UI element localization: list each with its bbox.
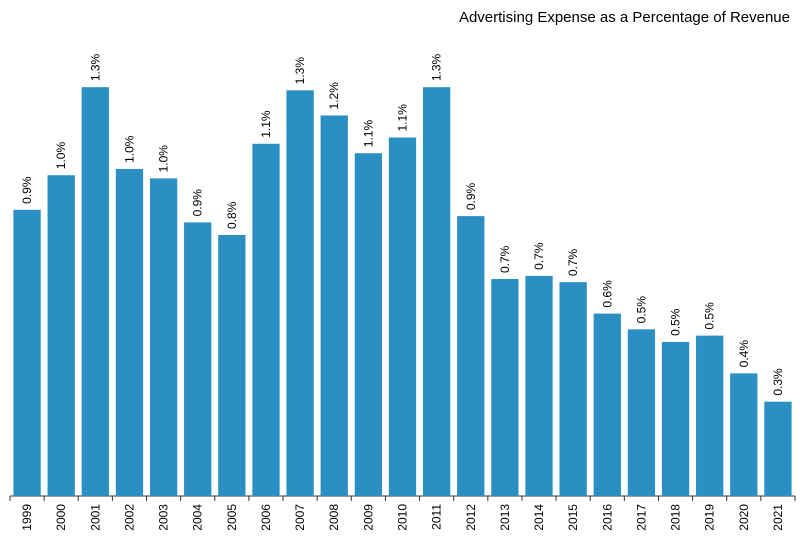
bar <box>457 216 485 496</box>
bar <box>696 335 724 496</box>
bar <box>47 175 75 496</box>
chart-title: Advertising Expense as a Percentage of R… <box>459 9 790 26</box>
bar <box>184 222 212 496</box>
bar <box>115 168 144 496</box>
value-label: 1.3% <box>430 53 444 81</box>
value-label: 0.7% <box>498 245 512 273</box>
bar <box>491 279 519 496</box>
x-tick-label: 2016 <box>600 504 614 531</box>
x-tick-label: 2020 <box>737 504 751 531</box>
bar <box>661 341 690 496</box>
x-tick-label: 2011 <box>430 504 444 530</box>
bar <box>320 115 348 496</box>
value-label: 1.1% <box>396 104 410 132</box>
value-label: 1.3% <box>88 53 102 81</box>
bar <box>525 275 553 496</box>
x-tick-label: 2009 <box>361 504 375 531</box>
value-label: 1.0% <box>157 145 171 173</box>
bar <box>218 234 246 496</box>
x-tick-label: 2018 <box>669 504 683 531</box>
x-tick-label: 2010 <box>396 504 410 531</box>
x-tick-label: 2017 <box>634 504 648 531</box>
value-label: 1.3% <box>293 57 307 85</box>
x-tick-label: 2015 <box>566 504 580 531</box>
value-label: 0.5% <box>669 308 683 336</box>
value-label: 0.5% <box>634 296 648 324</box>
value-label: 0.6% <box>600 280 614 308</box>
value-label: 0.4% <box>737 340 751 368</box>
bar <box>388 137 417 496</box>
value-label: 0.7% <box>566 248 580 276</box>
x-tick-label: 2012 <box>464 504 478 531</box>
bar <box>354 153 383 496</box>
bar <box>559 282 587 496</box>
x-tick-label: 2001 <box>88 504 102 531</box>
bar <box>13 209 41 497</box>
x-tick-label: 2007 <box>293 504 307 531</box>
bar <box>149 178 178 496</box>
x-tick-label: 2005 <box>225 504 239 531</box>
bar <box>252 143 280 497</box>
value-label: 0.7% <box>532 242 546 270</box>
x-tick-label: 2000 <box>54 504 68 531</box>
x-tick-label: 2008 <box>327 504 341 531</box>
bar <box>286 90 314 497</box>
bar <box>764 401 792 496</box>
value-label: 1.1% <box>361 120 375 148</box>
value-label: 0.8% <box>225 201 239 229</box>
x-tick-label: 2019 <box>703 504 717 531</box>
x-tick-label: 1999 <box>20 504 34 531</box>
value-label: 1.0% <box>54 142 68 170</box>
x-tick-label: 2002 <box>122 504 136 531</box>
value-label: 1.2% <box>327 82 341 110</box>
value-label: 0.3% <box>771 368 785 396</box>
value-label: 1.1% <box>259 110 273 138</box>
x-tick-label: 2013 <box>498 504 512 531</box>
bar <box>81 87 109 496</box>
x-tick-label: 2006 <box>259 504 273 531</box>
x-tick-label: 2014 <box>532 504 546 531</box>
value-label: 0.9% <box>191 189 205 217</box>
x-tick-label: 2003 <box>157 504 171 531</box>
value-label: 0.9% <box>20 176 34 204</box>
value-label: 1.0% <box>122 135 136 163</box>
value-label: 0.5% <box>703 302 717 330</box>
x-tick-label: 2021 <box>771 504 785 531</box>
bar <box>593 313 621 496</box>
bar <box>730 373 758 496</box>
bar <box>422 87 451 496</box>
bar <box>627 329 656 496</box>
x-tick-label: 2004 <box>191 504 205 531</box>
value-label: 0.9% <box>464 182 478 210</box>
